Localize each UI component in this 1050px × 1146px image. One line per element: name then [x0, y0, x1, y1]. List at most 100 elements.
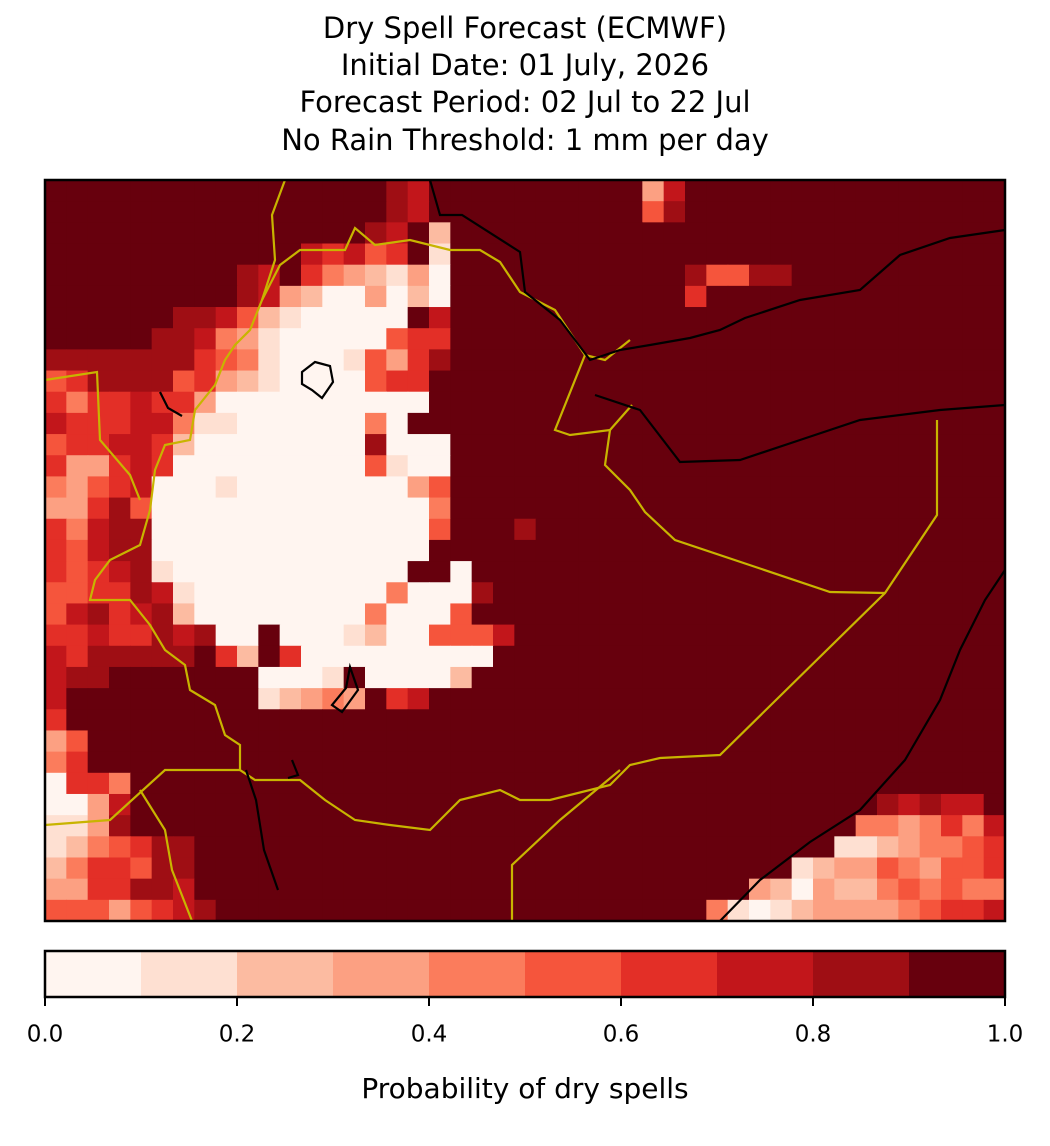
grid-cell — [770, 772, 793, 795]
grid-cell — [471, 624, 494, 647]
grid-cell — [514, 751, 537, 774]
grid-cell — [365, 243, 387, 266]
grid-cell — [45, 666, 67, 689]
grid-cell — [706, 624, 729, 647]
lake — [287, 759, 300, 780]
grid-cell — [471, 751, 494, 774]
grid-cell — [493, 285, 515, 308]
grid-cell — [215, 455, 238, 477]
grid-cell — [941, 328, 963, 350]
grid-cell — [770, 243, 793, 266]
grid-cell — [983, 497, 1006, 520]
grid-cell — [514, 307, 537, 329]
grid-cell — [151, 264, 174, 287]
grid-cell — [151, 497, 174, 520]
grid-cell — [215, 349, 238, 372]
grid-cell — [386, 857, 409, 880]
grid-cell — [578, 476, 601, 499]
grid-cell — [151, 518, 174, 541]
grid-cell — [642, 434, 665, 456]
grid-cell — [919, 688, 942, 710]
grid-cell — [301, 730, 323, 753]
grid-cell — [770, 624, 793, 647]
grid-cell — [642, 412, 665, 435]
grid-cell — [898, 793, 921, 816]
grid-cell — [557, 370, 579, 393]
grid-cell — [45, 836, 67, 859]
grid-cell — [557, 243, 579, 266]
grid-cell — [642, 815, 665, 837]
grid-cell — [66, 582, 89, 605]
grid-cell — [173, 688, 195, 710]
grid-cell — [706, 666, 729, 689]
grid-cell — [173, 349, 195, 372]
grid-cell — [215, 561, 238, 583]
grid-cell — [578, 518, 601, 541]
grid-cell — [493, 899, 515, 922]
grid-cell — [493, 878, 515, 901]
grid-cell — [727, 857, 750, 880]
grid-cell — [45, 815, 67, 837]
grid-cell — [535, 688, 558, 710]
grid-cell — [855, 730, 878, 753]
grid-cell — [877, 645, 899, 668]
grid-cell — [685, 645, 707, 668]
grid-cell — [215, 751, 238, 774]
grid-cell — [173, 285, 195, 308]
grid-cell — [663, 307, 686, 329]
grid-cell — [727, 793, 750, 816]
grid-cell — [301, 878, 323, 901]
grid-cell — [237, 878, 259, 901]
grid-cell — [941, 899, 963, 922]
grid-cell — [87, 688, 110, 710]
grid-cell — [834, 285, 857, 308]
grid-cell — [386, 476, 409, 499]
grid-cell — [813, 666, 835, 689]
grid-cell — [706, 709, 729, 732]
grid-cell — [898, 307, 921, 329]
grid-cell — [450, 878, 473, 901]
grid-cell — [322, 645, 345, 668]
grid-cell — [813, 370, 835, 393]
grid-cell — [407, 645, 430, 668]
grid-cell — [663, 688, 686, 710]
grid-cell — [898, 518, 921, 541]
grid-cell — [983, 582, 1006, 605]
boundaries — [44, 179, 1006, 922]
grid-cell — [749, 285, 771, 308]
grid-cell — [749, 349, 771, 372]
grid-cell — [813, 730, 835, 753]
grid-cell — [791, 772, 814, 795]
grid-cell — [215, 603, 238, 626]
grid-cell — [791, 730, 814, 753]
grid-cell — [343, 328, 366, 350]
country-border — [139, 789, 194, 922]
grid-cell — [130, 645, 153, 668]
grid-cell — [322, 307, 345, 329]
grid-cell — [599, 603, 622, 626]
grid-cell — [877, 688, 899, 710]
grid-cell — [535, 878, 558, 901]
grid-cell — [215, 645, 238, 668]
grid-cell — [834, 201, 857, 223]
grid-cell — [471, 307, 494, 329]
colorbar-label: Probability of dry spells — [361, 1072, 688, 1105]
grid-cell — [407, 370, 430, 393]
grid-cell — [173, 836, 195, 859]
grid-cell — [215, 582, 238, 605]
grid-cell — [45, 899, 67, 922]
grid-cell — [450, 709, 473, 732]
grid-cell — [749, 391, 771, 414]
grid-cell — [45, 349, 67, 372]
grid-cell — [87, 793, 110, 816]
grid-cell — [685, 730, 707, 753]
grid-cell — [109, 180, 131, 202]
grid-cell — [151, 751, 174, 774]
grid-cell — [599, 201, 622, 223]
grid-cell — [834, 434, 857, 456]
grid-cell — [642, 730, 665, 753]
grid-cell — [727, 434, 750, 456]
grid-cell — [194, 412, 217, 435]
grid-cell — [130, 772, 153, 795]
grid-cell — [599, 328, 622, 350]
